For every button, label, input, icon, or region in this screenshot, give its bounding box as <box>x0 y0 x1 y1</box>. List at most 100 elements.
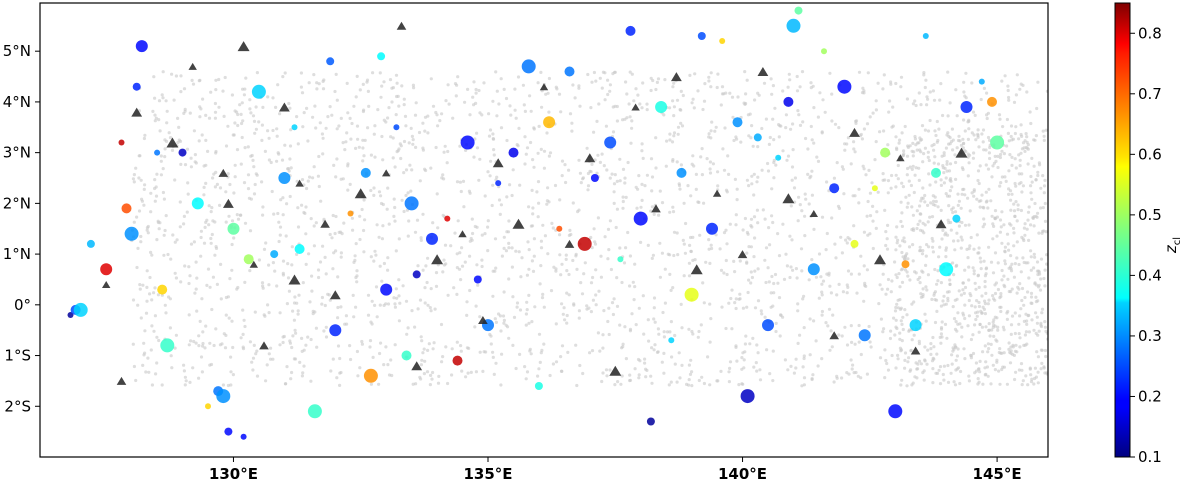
background-point <box>369 153 373 157</box>
background-point <box>688 73 692 77</box>
background-point <box>210 307 214 312</box>
background-point <box>649 88 653 93</box>
background-point <box>632 298 636 302</box>
background-point <box>267 283 271 287</box>
background-point <box>345 81 349 85</box>
background-point <box>188 380 192 384</box>
background-point <box>541 292 545 296</box>
background-point <box>1007 289 1011 294</box>
background-point <box>1018 345 1022 349</box>
background-point <box>853 194 857 198</box>
background-point <box>857 340 861 344</box>
background-point <box>1030 197 1034 201</box>
background-point <box>407 141 411 145</box>
background-point <box>744 334 748 338</box>
background-point <box>774 321 778 325</box>
background-point <box>963 149 967 153</box>
background-point <box>257 258 261 262</box>
background-point <box>1033 366 1037 370</box>
background-point <box>806 147 810 151</box>
background-point <box>193 153 197 157</box>
background-point <box>304 232 308 236</box>
background-point <box>317 184 321 189</box>
background-point <box>789 265 793 269</box>
background-point <box>953 298 957 302</box>
background-point <box>1033 201 1037 206</box>
background-point <box>992 323 996 327</box>
background-point <box>197 139 201 143</box>
background-point <box>298 360 302 364</box>
background-point <box>1021 83 1025 87</box>
background-point <box>1033 255 1037 259</box>
background-point <box>930 236 934 241</box>
background-point <box>472 103 476 107</box>
cluster-triangle-marker <box>849 127 860 137</box>
background-point <box>458 251 462 255</box>
background-point <box>1032 224 1036 228</box>
background-point <box>336 344 341 348</box>
background-point <box>184 379 188 383</box>
background-point <box>1014 166 1018 170</box>
background-point <box>833 122 838 126</box>
background-point <box>786 368 790 372</box>
background-point <box>743 70 747 74</box>
background-point <box>267 263 271 267</box>
background-point <box>645 173 650 177</box>
cluster-circle-marker <box>135 40 148 53</box>
background-point <box>998 155 1003 160</box>
background-point <box>499 77 503 81</box>
background-point <box>770 274 774 279</box>
background-point <box>986 167 991 171</box>
y-tick-label: 0° <box>14 296 31 314</box>
background-point <box>840 251 845 255</box>
background-point <box>1028 366 1032 370</box>
background-point <box>1045 371 1048 375</box>
background-point <box>999 152 1003 157</box>
background-point <box>700 375 704 379</box>
background-point <box>696 200 700 204</box>
background-point <box>932 293 936 297</box>
cluster-triangle-marker <box>651 204 661 213</box>
background-point <box>1043 201 1047 206</box>
background-point <box>801 297 805 301</box>
background-point <box>167 295 171 299</box>
background-point <box>902 149 906 153</box>
background-point <box>748 342 752 346</box>
background-point <box>916 222 920 226</box>
background-point <box>935 309 939 313</box>
background-point <box>580 292 585 296</box>
background-point <box>638 359 642 363</box>
background-point <box>467 189 471 193</box>
background-point <box>810 193 815 197</box>
background-point <box>899 349 903 353</box>
background-point <box>998 382 1002 386</box>
background-point <box>416 264 420 268</box>
cluster-circle-marker <box>978 78 985 85</box>
background-point <box>142 187 146 191</box>
background-point <box>823 110 827 114</box>
background-point <box>176 116 180 120</box>
background-point <box>682 242 686 246</box>
background-point <box>889 329 893 333</box>
background-point <box>907 245 912 249</box>
background-point <box>960 325 964 329</box>
background-point <box>131 342 135 346</box>
background-point <box>377 235 381 239</box>
background-point <box>886 368 891 372</box>
background-point <box>691 332 695 336</box>
background-point <box>179 162 183 166</box>
background-point <box>767 226 771 230</box>
background-point <box>799 247 804 251</box>
cluster-circle-marker <box>556 225 563 232</box>
background-point <box>547 110 551 114</box>
background-point <box>993 368 998 372</box>
background-point <box>446 381 450 386</box>
background-point <box>466 87 470 91</box>
background-point <box>933 195 937 199</box>
background-point <box>299 71 303 75</box>
background-point <box>807 278 811 282</box>
background-point <box>1019 208 1024 213</box>
background-point <box>956 192 960 196</box>
background-point <box>889 186 893 190</box>
background-point <box>497 312 501 316</box>
